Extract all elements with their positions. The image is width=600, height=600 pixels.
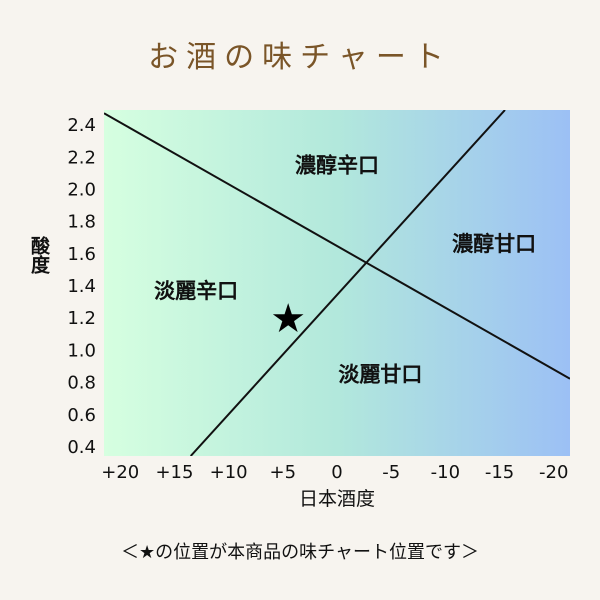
y-tick-label: 2.4 bbox=[67, 115, 96, 136]
x-tick-label: -5 bbox=[382, 462, 400, 483]
x-tick-label: -20 bbox=[539, 462, 568, 483]
y-axis-label: 酸度 bbox=[28, 236, 50, 274]
divider-line-2 bbox=[189, 110, 506, 456]
x-tick-label: +15 bbox=[155, 462, 193, 483]
chart-title: お酒の味チャート bbox=[148, 40, 452, 75]
y-tick-label: 1.8 bbox=[67, 212, 96, 233]
x-tick-label: 0 bbox=[331, 462, 342, 483]
x-tick-label: +5 bbox=[270, 462, 297, 483]
y-tick-label: 2.2 bbox=[67, 147, 96, 168]
y-tick-label: 0.8 bbox=[67, 373, 96, 394]
x-tick-label: +10 bbox=[210, 462, 248, 483]
y-tick-label: 1.6 bbox=[67, 244, 96, 265]
region-label: 濃醇辛口 bbox=[295, 153, 379, 177]
y-tick-label: 0.6 bbox=[67, 405, 96, 426]
y-tick-label: 2.0 bbox=[67, 179, 96, 200]
region-label: 淡麗甘口 bbox=[338, 363, 422, 387]
x-tick-label: -10 bbox=[431, 462, 460, 483]
footnote: ＜★の位置が本商品の味チャート位置です＞ bbox=[121, 542, 479, 563]
x-axis-label: 日本酒度 bbox=[298, 488, 375, 510]
plot-area bbox=[104, 110, 570, 456]
y-tick-label: 1.0 bbox=[67, 340, 96, 361]
y-tick-label: 0.4 bbox=[67, 437, 96, 458]
divider-line-1 bbox=[104, 112, 570, 380]
product-star-marker: ★ bbox=[270, 296, 306, 342]
x-tick-label: -15 bbox=[485, 462, 514, 483]
region-label: 淡麗辛口 bbox=[154, 279, 238, 303]
region-label: 濃醇甘口 bbox=[452, 232, 536, 256]
y-tick-label: 1.2 bbox=[67, 308, 96, 329]
y-tick-label: 1.4 bbox=[67, 276, 96, 297]
x-tick-label: +20 bbox=[101, 462, 139, 483]
